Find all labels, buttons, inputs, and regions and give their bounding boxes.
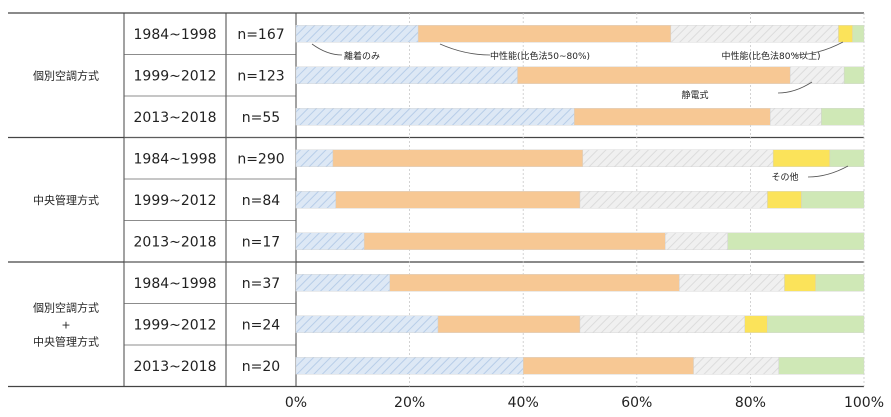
annotation-leader [311, 43, 343, 56]
annotation-label: 中性能(比色法80%以上) [721, 50, 820, 62]
bar-segment [582, 149, 774, 167]
sample-size-label: n=20 [242, 359, 280, 375]
bar-segment [789, 66, 845, 84]
annotation-leader [807, 165, 849, 178]
annotation-label: 静電式 [681, 89, 708, 101]
bar-segment [363, 232, 666, 250]
bar-segment [335, 191, 581, 209]
bar-segment [295, 191, 336, 209]
period-label: 2013~2018 [134, 110, 217, 126]
bars [295, 25, 865, 375]
bar-segment [838, 25, 853, 43]
bar-segment [295, 108, 575, 126]
bar-segment [821, 108, 865, 126]
sample-size-label: n=17 [242, 234, 280, 250]
x-tick-label: 60% [621, 395, 652, 411]
bar-segment [670, 25, 839, 43]
annotation-label: 中性能(比色法50~80%) [490, 50, 590, 62]
period-label: 1984~1998 [134, 27, 217, 43]
annotation-leader [777, 81, 813, 94]
bar-segment [829, 149, 865, 167]
annotation-leader [793, 41, 844, 56]
bar-segment [517, 66, 791, 84]
group-label: + [61, 318, 70, 331]
bar-segment [778, 357, 865, 375]
period-label: 1984~1998 [134, 276, 217, 292]
sample-size-label: n=123 [237, 68, 284, 84]
x-tick-label: 0% [285, 395, 307, 411]
period-label: 1999~2012 [134, 317, 217, 333]
annotation-leader [439, 43, 491, 56]
x-tick-label: 40% [508, 395, 539, 411]
bar-segment [295, 149, 334, 167]
bar-segment [693, 357, 779, 375]
sample-size-label: n=290 [237, 151, 284, 167]
sample-size-label: n=24 [242, 317, 281, 333]
period-label: 2013~2018 [134, 234, 217, 250]
period-label: 2013~2018 [134, 359, 217, 375]
bar-segment [574, 108, 771, 126]
bar-segment [295, 66, 518, 84]
bar-segment [772, 149, 831, 167]
x-tick-label: 20% [394, 395, 425, 411]
bar-segment [437, 315, 581, 333]
group-label: 中央管理方式 [33, 334, 99, 348]
bar-segment [744, 315, 768, 333]
annotation-label: 離着のみ [344, 50, 380, 62]
sample-size-label: n=55 [242, 110, 280, 126]
x-axis-ticks: 0% 20% 40% 60% 80% 100% [285, 395, 884, 411]
period-label: 1984~1998 [134, 151, 217, 167]
bar-segment [815, 274, 865, 292]
bar-segment [295, 315, 439, 333]
bar-segment [295, 357, 524, 375]
sample-size-label: n=84 [242, 193, 281, 209]
x-tick-label: 80% [735, 395, 766, 411]
bar-segment [727, 232, 865, 250]
sample-size-label: n=167 [237, 27, 284, 43]
sample-size-label: n=37 [242, 276, 280, 292]
group-label: 個別空調方式 [33, 68, 99, 82]
period-label: 1999~2012 [134, 193, 217, 209]
x-tick-label: 100% [844, 395, 884, 411]
bar-segment [389, 274, 680, 292]
bar-segment [665, 232, 728, 250]
bar-segment [579, 191, 768, 209]
bar-segment [770, 108, 822, 126]
bar-segment [801, 191, 865, 209]
bar-segment [295, 25, 419, 43]
bar-segment [417, 25, 672, 43]
bar-segment [784, 274, 816, 292]
bar-segment [332, 149, 584, 167]
bar-segment [295, 274, 390, 292]
bar-segment [767, 315, 865, 333]
bar-segment [679, 274, 785, 292]
bar-segment [843, 66, 865, 84]
annotation-label: その他 [771, 171, 798, 183]
period-label: 1999~2012 [134, 68, 217, 84]
group-label: 中央管理方式 [33, 193, 99, 207]
bar-segment [295, 232, 365, 250]
group-label: 個別空調方式 [33, 300, 99, 314]
bar-segment [579, 315, 745, 333]
bar-segment [852, 25, 865, 43]
bar-segment [767, 191, 802, 209]
bar-segment [523, 357, 694, 375]
